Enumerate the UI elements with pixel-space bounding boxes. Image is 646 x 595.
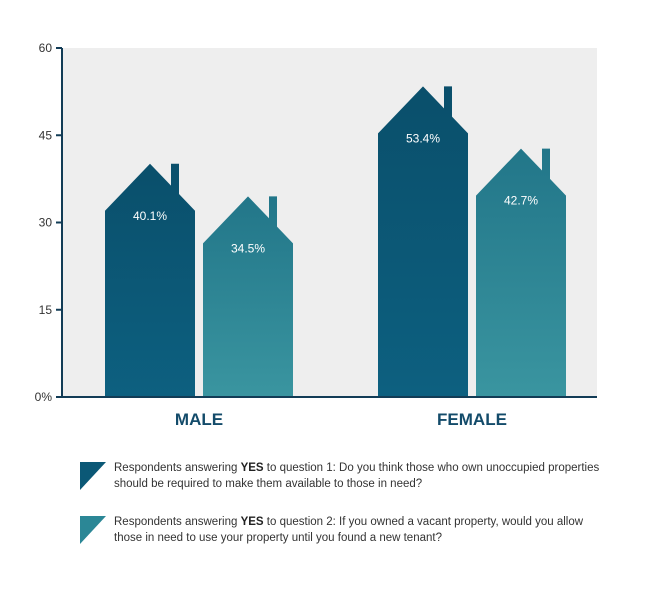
- bar-male-series-2: [203, 196, 293, 397]
- data-label: 53.4%: [406, 131, 440, 145]
- bar-female-series-1: [378, 86, 468, 397]
- y-tick-label: 15: [39, 303, 53, 317]
- y-tick-label: 60: [39, 41, 53, 55]
- data-label: 34.5%: [231, 241, 265, 255]
- category-label-male: MALE: [175, 410, 223, 429]
- legend-text-question-2: Respondents answering YES to question 2:…: [114, 514, 600, 546]
- legend-swatch-question-1: [80, 462, 106, 490]
- y-tick-label: 45: [39, 128, 53, 142]
- legend-swatch-shape: [80, 516, 106, 544]
- data-label: 42.7%: [504, 194, 538, 208]
- bar-male-series-1: [105, 163, 195, 397]
- y-tick-label: 30: [39, 216, 53, 230]
- bar-chart: 40.1% 34.5% 53.4% 42.7% 0% 15 30 45 60 MALE FEMA…: [35, 41, 597, 429]
- y-tick-label: 0%: [35, 390, 53, 404]
- legend-text-pre: Respondents answering: [114, 516, 241, 528]
- bar-female-series-2: [476, 148, 566, 397]
- legend-text-post: to question 1: Do you think those who ow…: [114, 462, 600, 490]
- legend-text-yes: YES: [240, 462, 264, 474]
- legend-swatch-shape: [80, 462, 106, 490]
- data-label: 40.1%: [133, 209, 167, 223]
- legend-text-pre: Respondents answering: [114, 462, 241, 474]
- category-label-female: FEMALE: [437, 410, 507, 429]
- legend-swatch-question-2: [80, 516, 106, 544]
- legend-text-yes: YES: [240, 516, 264, 528]
- legend-text-post: to question 2: If you owned a vacant pro…: [114, 516, 584, 544]
- legend-text-question-1: Respondents answering YES to question 1:…: [114, 460, 600, 492]
